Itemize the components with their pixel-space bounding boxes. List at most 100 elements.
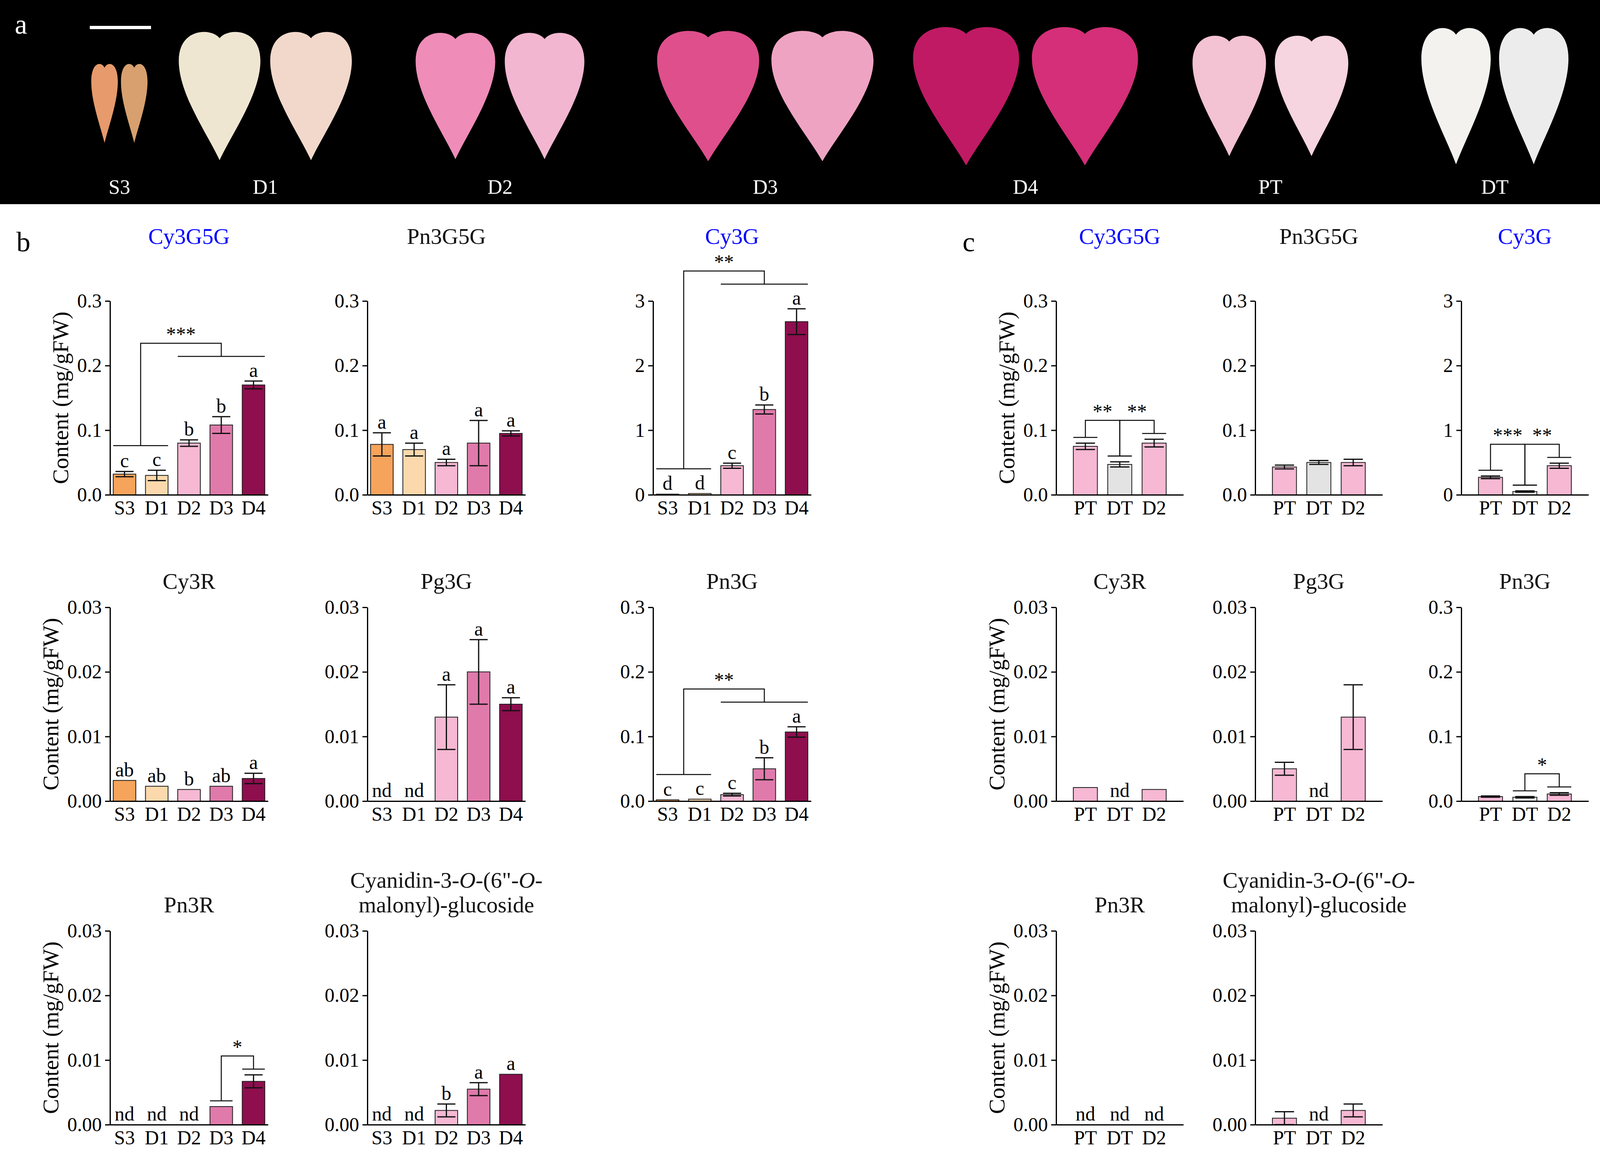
y-tick-label: 0.03 <box>1013 919 1048 942</box>
significance-stars: * <box>1537 753 1548 776</box>
axis-line <box>366 607 369 802</box>
x-tick: D2 <box>1141 1124 1167 1149</box>
y-tick-label: 0 <box>1443 483 1454 506</box>
x-axis: S3D1D2D3D4 <box>110 494 269 519</box>
y-tick-label: 0.01 <box>1212 725 1247 748</box>
significance-bracket <box>1107 420 1167 457</box>
x-tick: S3 <box>371 494 393 519</box>
y-tick: 0.02 <box>1212 983 1256 1006</box>
chart: 0.000.010.020.03S3D1D2D3D4ndndnd*Pn3RCon… <box>38 891 269 1149</box>
axis-line <box>652 607 654 802</box>
error-bar <box>1549 792 1569 796</box>
y-tick-label: 0.1 <box>1023 419 1048 441</box>
y-tick-label: 0 <box>634 483 645 506</box>
y-tick-label: 0.01 <box>1013 1048 1048 1071</box>
chart: 0.000.010.020.03S3D1D2D3D4ababbabaCy3RCo… <box>38 568 269 825</box>
y-tick: 0.03 <box>67 595 111 618</box>
chart-title: Cy3G5G <box>1079 223 1161 249</box>
y-tick-label: 1 <box>1443 419 1454 441</box>
y-tick-label: 0.1 <box>1428 725 1454 748</box>
petal <box>91 64 118 143</box>
error-bar <box>755 404 774 414</box>
y-tick: 0 <box>1443 483 1462 506</box>
error-bar <box>1144 439 1164 447</box>
significance-letter: b <box>184 417 195 440</box>
y-tick: 0.02 <box>1212 660 1256 683</box>
x-tick-label: PT <box>1272 802 1296 825</box>
y-tick-mark <box>648 735 654 738</box>
significance-letter: nd <box>1075 1102 1096 1125</box>
chart: 0.00.10.20.3PTDTD2*Pn3G <box>1428 568 1589 825</box>
y-tick-label: 3 <box>1443 289 1454 312</box>
y-tick-mark <box>105 494 111 496</box>
error-bar <box>244 772 263 784</box>
x-tick: D3 <box>209 800 234 825</box>
x-tick-label: PT <box>1073 802 1097 825</box>
y-tick: 0.01 <box>1013 1048 1057 1071</box>
x-tick-label: D2 <box>434 1126 459 1149</box>
x-tick-label: PT <box>1272 496 1296 519</box>
y-tick-label: 0.00 <box>1212 1113 1247 1135</box>
y-tick-mark <box>1250 671 1256 673</box>
x-tick-label: DT <box>1106 802 1133 825</box>
bar <box>210 424 233 495</box>
y-tick: 0.1 <box>334 419 368 441</box>
y-tick-mark <box>1250 364 1256 367</box>
chart-title: Cyanidin-3-O-(6"-O-malonyl)-glucoside <box>350 867 543 917</box>
significance-bracket <box>1512 773 1572 791</box>
error-bar <box>1515 490 1535 493</box>
title-part: O <box>1391 867 1408 893</box>
bar <box>177 789 201 801</box>
error-bar <box>147 469 166 481</box>
y-axis: 0.00.10.20.3 <box>1023 289 1057 506</box>
x-tick: D1 <box>402 800 427 825</box>
x-tick-label: PT <box>1073 496 1097 519</box>
axis-line <box>1055 930 1057 1125</box>
axis-line <box>653 494 812 496</box>
y-tick-label: 0.3 <box>1428 595 1454 618</box>
x-tick: D2 <box>176 800 202 825</box>
significance-letter: a <box>442 437 451 459</box>
y-tick-label: 0.03 <box>324 595 360 618</box>
x-tick-label: PT <box>1073 1126 1097 1149</box>
y-tick-label: 0.00 <box>67 1113 102 1135</box>
significance-letter: nd <box>146 1102 167 1125</box>
y-tick-mark <box>362 800 368 802</box>
chart-title: Cy3G <box>705 223 759 249</box>
chart-title: Pn3G <box>1499 568 1551 594</box>
chart-title: Pn3R <box>1094 891 1146 917</box>
chart: 0.000.010.020.03PTDTD2ndCy3RContent (mg/… <box>984 568 1184 825</box>
x-tick-label: S3 <box>371 1126 393 1149</box>
y-axis-title: Content (mg/gFW) <box>48 311 74 484</box>
x-axis: S3D1D2D3D4 <box>110 800 269 825</box>
plot-marks <box>1478 792 1572 801</box>
y-tick: 2 <box>1443 354 1462 376</box>
y-axis: 0.00.10.20.3 <box>334 289 368 506</box>
x-tick: D2 <box>719 494 745 519</box>
y-tick: 0.0 <box>77 483 111 506</box>
y-axis-title: Content (mg/gFW) <box>38 617 64 791</box>
error-bar <box>180 439 199 447</box>
y-tick-mark <box>1250 994 1256 996</box>
x-tick: DT <box>1511 800 1539 825</box>
y-tick: 0.3 <box>1428 595 1462 618</box>
significance-letter: nd <box>404 779 425 801</box>
petal <box>1031 27 1139 166</box>
axis-line <box>1461 800 1589 802</box>
x-tick: DT <box>1106 1124 1133 1149</box>
petal <box>1421 27 1491 165</box>
x-tick-label: D2 <box>1141 1126 1167 1149</box>
chart: 0.000.010.020.03S3D1D2D3D4ndndbaaCyanidi… <box>324 867 543 1149</box>
y-tick: 0.1 <box>1428 725 1462 748</box>
y-tick: 0.2 <box>1023 354 1057 376</box>
x-axis: S3D1D2D3D4 <box>653 494 812 519</box>
y-tick-mark <box>1456 300 1462 302</box>
y-tick-label: 0.3 <box>1023 289 1048 312</box>
y-tick-label: 0.2 <box>1222 354 1247 376</box>
axis-line <box>109 930 111 1125</box>
x-tick-label: D2 <box>176 496 202 519</box>
significance-letter: b <box>759 735 770 758</box>
x-tick: DT <box>1106 494 1133 519</box>
y-tick-label: 0.2 <box>1023 354 1048 376</box>
y-axis: 0 1 2 3 <box>1443 289 1462 506</box>
